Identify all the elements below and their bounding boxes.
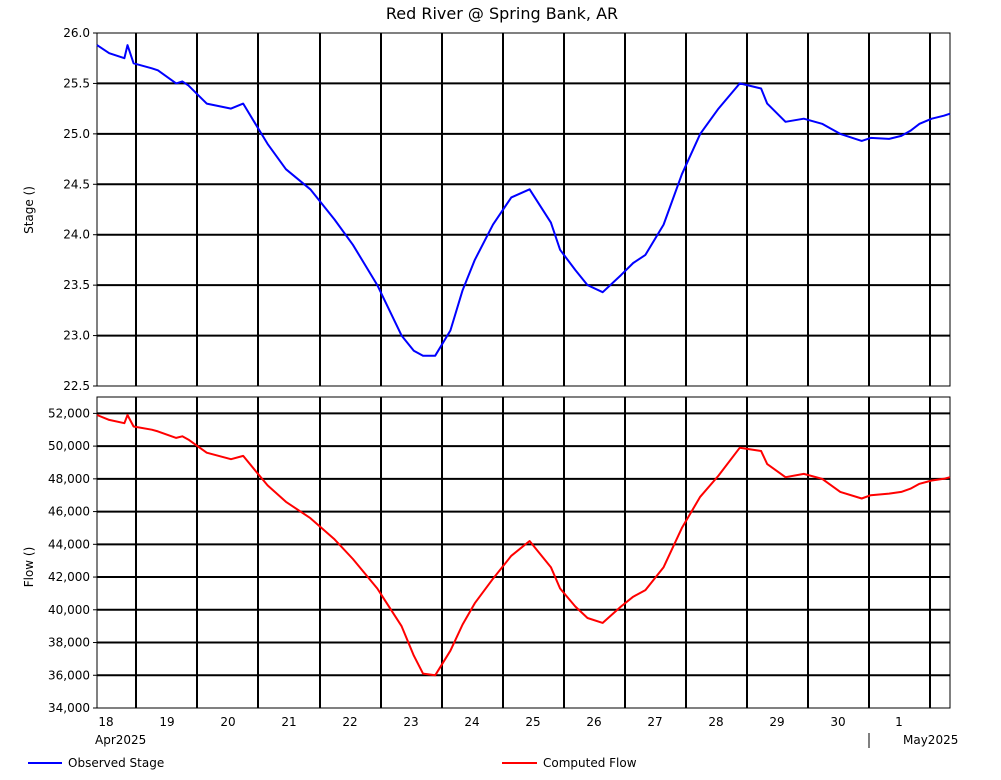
stage-plot-area [96,32,951,387]
x-day-label: 22 [342,715,357,729]
flow-ytick-label: 48,000 [48,472,90,486]
flow-ytick-label: 50,000 [48,439,90,453]
flow-ytick-label: 52,000 [48,406,90,420]
chart-title: Red River @ Spring Bank, AR [386,4,618,23]
x-day-label: 30 [830,715,845,729]
flow-ytick-label: 40,000 [48,603,90,617]
legend-stage-label: Observed Stage [68,756,164,770]
flow-series-line [96,414,951,677]
x-day-label: 20 [220,715,235,729]
flow-ytick-label: 46,000 [48,505,90,519]
flow-axis-label: Flow () [22,547,36,588]
flow-ytick-label: 34,000 [48,701,90,715]
stage-panel: 26.0 25.5 25.0 24.5 24.0 23.5 23.0 22.5 [63,26,951,393]
x-month-label-may: May2025 [903,733,958,747]
x-day-label: 23 [403,715,418,729]
x-axis-day-labels: 18 19 20 21 22 23 24 25 26 27 28 29 30 1 [98,715,902,729]
flow-plot-area [96,396,951,709]
x-day-label: 27 [647,715,662,729]
flow-ytick-label: 44,000 [48,537,90,551]
x-day-label: 21 [281,715,296,729]
stage-ytick-label: 24.5 [63,177,90,191]
flow-ytick-label: 42,000 [48,570,90,584]
legend-flow-label: Computed Flow [543,756,637,770]
stage-ytick-label: 23.0 [63,329,90,343]
flow-panel: 52,000 50,000 48,000 46,000 44,000 42,000 40,0… [48,396,951,715]
flow-ytick-label: 38,000 [48,636,90,650]
x-month-label-apr: Apr2025 [95,733,146,747]
x-day-label: 18 [98,715,113,729]
x-day-label: 25 [525,715,540,729]
stage-ytick-label: 23.5 [63,278,90,292]
x-day-label: 24 [464,715,479,729]
flow-ytick-label: 36,000 [48,668,90,682]
stage-ytick-label: 24.0 [63,228,90,242]
legend: Observed Stage Computed Flow [28,756,637,770]
stage-ytick-label: 25.0 [63,127,90,141]
x-day-label: 1 [895,715,903,729]
stage-ytick-label: 22.5 [63,379,90,393]
x-day-label: 19 [159,715,174,729]
stage-ytick-label: 25.5 [63,76,90,90]
stage-axis-label: Stage () [22,186,36,234]
x-day-label: 28 [708,715,723,729]
stage-ytick-label: 26.0 [63,26,90,40]
stage-series-line [96,44,951,357]
x-day-label: 26 [586,715,601,729]
x-day-label: 29 [769,715,784,729]
